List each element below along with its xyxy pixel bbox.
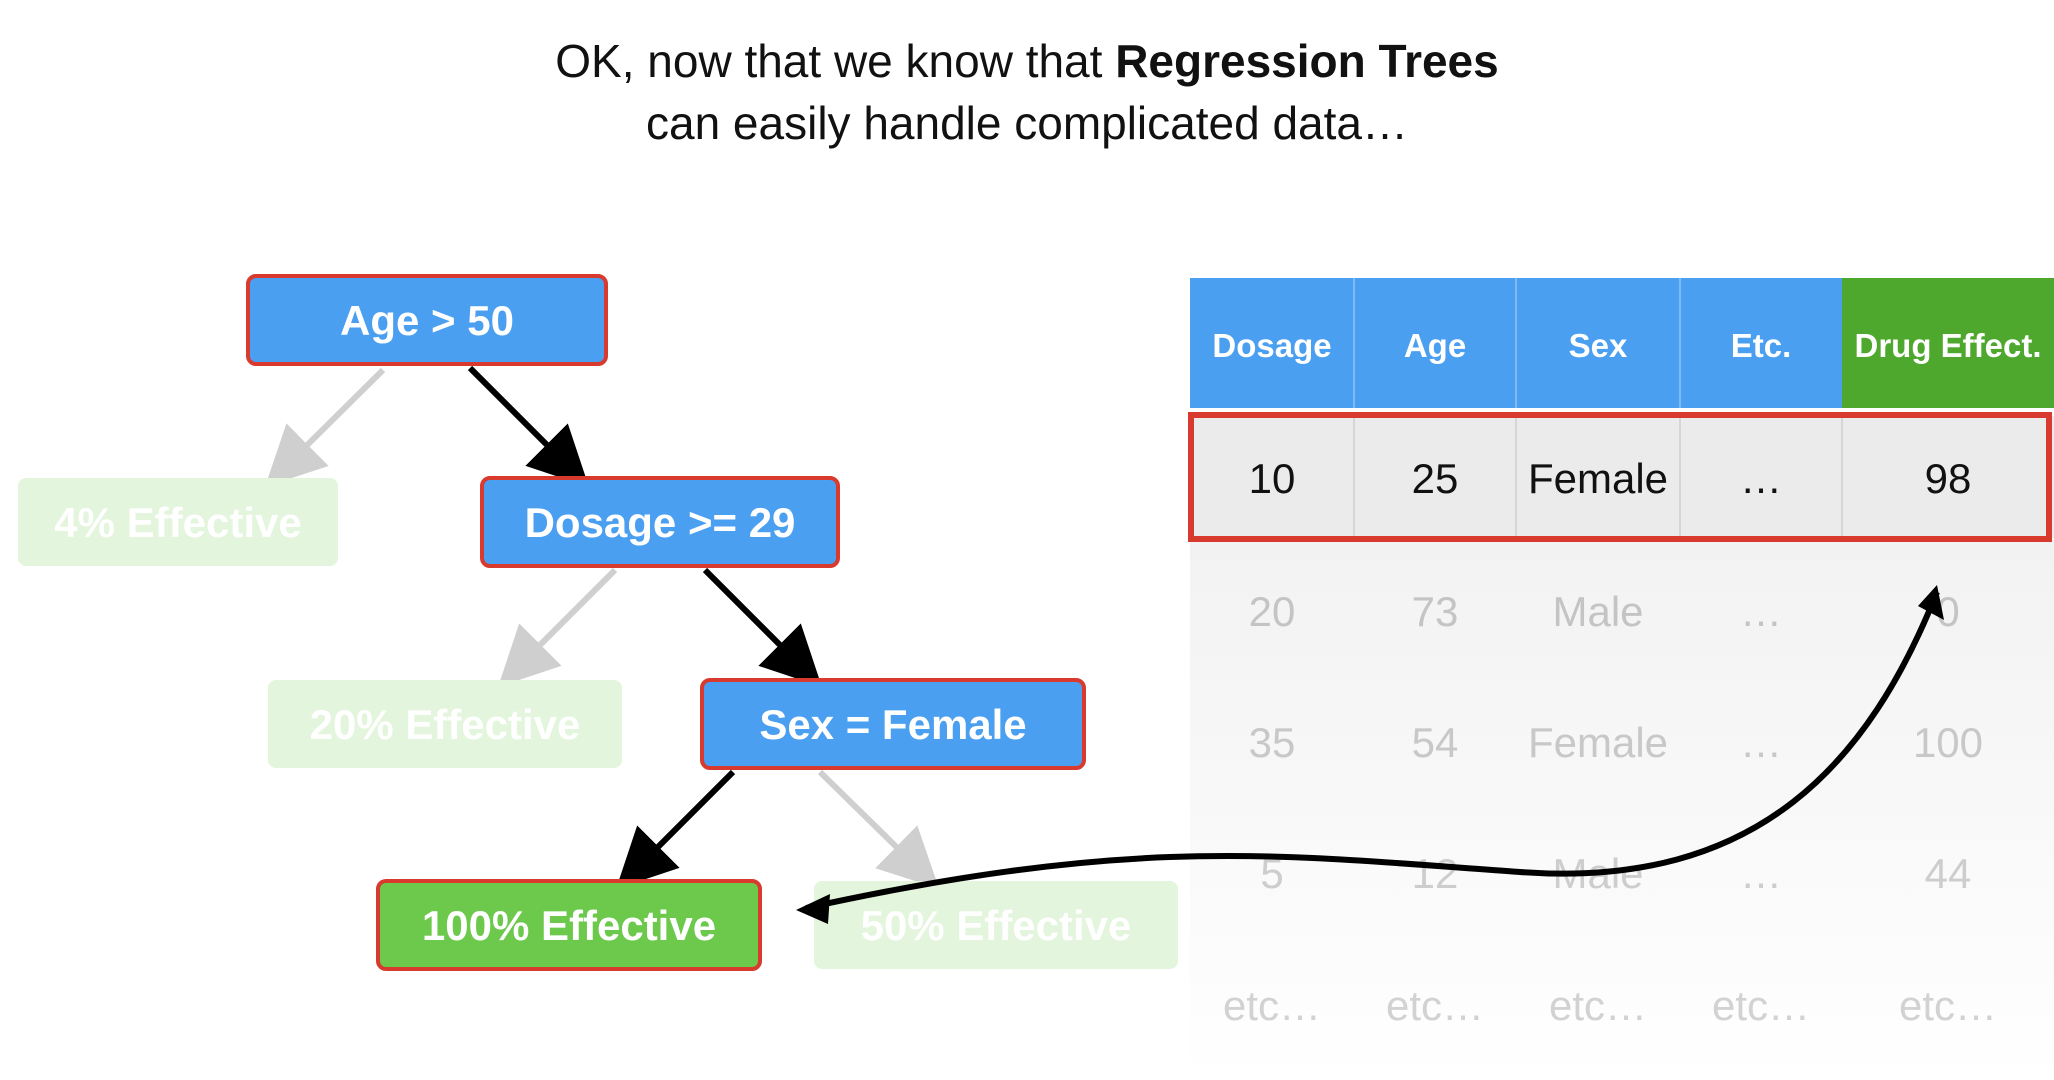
cell-r1-c1: 73 — [1412, 588, 1459, 635]
cell-r3-c0: 5 — [1260, 850, 1283, 897]
leaf-50pct-effective-label: 50% Effective — [861, 902, 1132, 949]
leaf-50pct-effective: 50% Effective — [814, 881, 1178, 969]
table-row-highlight-bg — [1190, 416, 2054, 538]
cell-r4-c3: etc… — [1712, 982, 1810, 1029]
node-dosage-gte-29-label: Dosage >= 29 — [525, 499, 796, 546]
cell-r0-c3: … — [1740, 455, 1782, 502]
table-row: 10 25 Female … 98 — [1249, 455, 1972, 502]
header-etc: Etc. — [1731, 327, 1792, 364]
table-row: 20 73 Male … 0 — [1249, 588, 1960, 635]
highlighted-row-outline — [1188, 412, 2052, 542]
edge-dosage-to-20pct — [498, 567, 618, 687]
leaf-4pct-effective: 4% Effective — [18, 478, 338, 566]
cell-r4-c4: etc… — [1899, 982, 1997, 1029]
table-row: 5 12 Male … 44 — [1260, 850, 1971, 897]
node-sex-female: Sex = Female — [700, 678, 1086, 770]
cell-r0-c0: 10 — [1249, 455, 1296, 502]
cell-r2-c2: Female — [1528, 719, 1668, 766]
header-sex: Sex — [1569, 327, 1628, 364]
edge-root-to-dosage — [467, 365, 589, 487]
cell-r2-c0: 35 — [1249, 719, 1296, 766]
arrowhead-top-icon — [1918, 585, 1944, 620]
leaf-20pct-effective-label: 20% Effective — [310, 701, 581, 748]
header-dosage: Dosage — [1212, 327, 1331, 364]
cell-r3-c4: 44 — [1925, 850, 1972, 897]
edge-sex-to-50pct — [817, 769, 940, 889]
header-cell-drug-effect — [1842, 278, 2054, 408]
arrowhead-left-icon — [796, 894, 830, 924]
table-row: etc… etc… etc… etc… etc… — [1223, 982, 1997, 1029]
header-age: Age — [1404, 327, 1466, 364]
node-age-gt-50: Age > 50 — [246, 274, 608, 366]
cell-r1-c2: Male — [1552, 588, 1643, 635]
node-dosage-gte-29: Dosage >= 29 — [480, 476, 840, 568]
cell-r2-c4: 100 — [1913, 719, 1983, 766]
title-line-2: can easily handle complicated data… — [645, 97, 1408, 149]
edge-dosage-to-sex — [702, 567, 822, 687]
title-line-1: OK, now that we know that Regression Tre… — [0, 30, 2054, 92]
node-sex-female-label: Sex = Female — [759, 701, 1026, 748]
cell-r4-c0: etc… — [1223, 982, 1321, 1029]
header-cell-dosage — [1190, 278, 1354, 408]
cell-r1-c3: … — [1740, 588, 1782, 635]
cell-r0-c2: Female — [1528, 455, 1668, 502]
cell-r2-c1: 54 — [1412, 719, 1459, 766]
prediction-arrow — [805, 590, 1940, 911]
cell-r3-c3: … — [1740, 850, 1782, 897]
table-row: 35 54 Female … 100 — [1249, 719, 1983, 766]
cell-r0-c1: 25 — [1412, 455, 1459, 502]
cell-r3-c1: 12 — [1412, 850, 1459, 897]
table-body-background — [1190, 540, 2054, 1080]
node-age-gt-50-label: Age > 50 — [340, 297, 514, 344]
slide-title: OK, now that we know that Regression Tre… — [0, 30, 2054, 154]
cell-r1-c0: 20 — [1249, 588, 1296, 635]
cell-r4-c1: etc… — [1386, 982, 1484, 1029]
leaf-100pct-effective: 100% Effective — [376, 879, 762, 971]
header-cell-age — [1354, 278, 1516, 408]
edge-sex-to-100pct — [616, 769, 736, 889]
edge-root-to-4pct — [264, 367, 386, 487]
header-drug-effect: Drug Effect. — [1854, 327, 2041, 364]
leaf-20pct-effective: 20% Effective — [268, 680, 622, 768]
header-cell-etc — [1680, 278, 1842, 408]
title-line-1-bold: Regression Trees — [1115, 35, 1499, 87]
cell-r4-c2: etc… — [1549, 982, 1647, 1029]
header-cell-sex — [1516, 278, 1680, 408]
title-line-1-plain: OK, now that we know that — [555, 35, 1116, 87]
cell-r1-c4: 0 — [1936, 588, 1959, 635]
leaf-4pct-effective-label: 4% Effective — [54, 499, 301, 546]
data-table: Dosage Age Sex Etc. Drug Effect. 10 25 F… — [1188, 278, 2054, 1080]
cell-r0-c4: 98 — [1925, 455, 1972, 502]
cell-r2-c3: … — [1740, 719, 1782, 766]
leaf-100pct-effective-label: 100% Effective — [422, 902, 716, 949]
